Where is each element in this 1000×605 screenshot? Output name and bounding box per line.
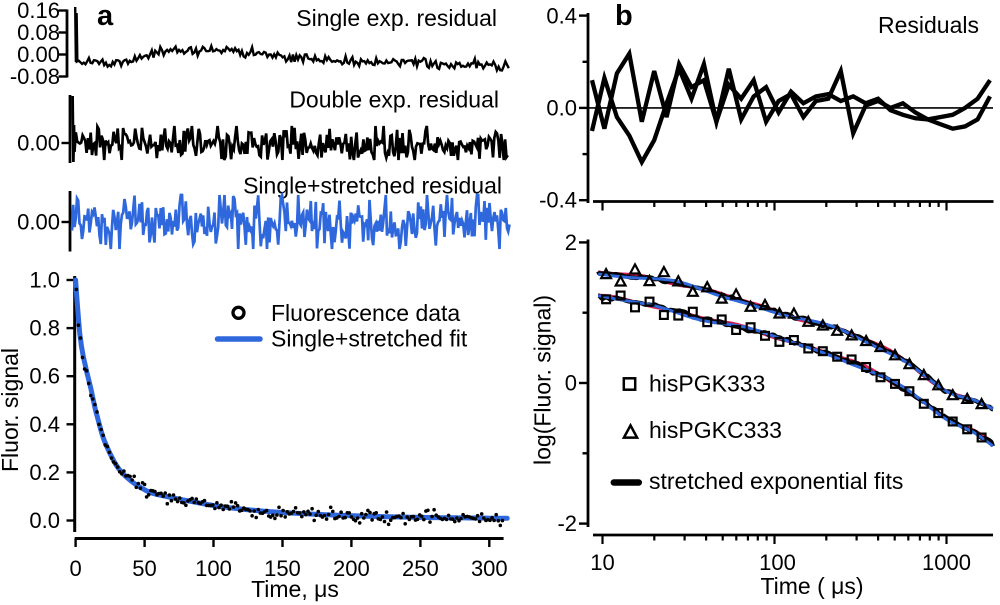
svg-text:0.00: 0.00: [17, 42, 60, 67]
svg-text:1000: 1000: [922, 550, 971, 575]
svg-text:200: 200: [333, 556, 370, 581]
svg-text:Residuals: Residuals: [878, 12, 979, 38]
svg-text:0.0: 0.0: [29, 508, 60, 533]
svg-text:hisPGK333: hisPGK333: [649, 371, 765, 397]
svg-text:hisPGKC333: hisPGKC333: [649, 417, 782, 443]
svg-text:250: 250: [402, 556, 439, 581]
svg-text:0.2: 0.2: [29, 460, 60, 485]
svg-text:100: 100: [195, 556, 232, 581]
svg-text:0.4: 0.4: [29, 412, 60, 437]
svg-text:a: a: [97, 0, 114, 32]
svg-text:1.0: 1.0: [29, 268, 60, 293]
svg-text:log(Fluor. signal): log(Fluor. signal): [530, 295, 556, 465]
svg-text:stretched exponential fits: stretched exponential fits: [649, 468, 903, 494]
svg-text:Single+stretched residual: Single+stretched residual: [243, 173, 502, 199]
svg-text:10: 10: [590, 550, 614, 575]
svg-text:0: 0: [565, 371, 577, 396]
svg-text:2: 2: [565, 230, 577, 255]
svg-text:-2: -2: [557, 511, 577, 536]
svg-text:Fluorescence data: Fluorescence data: [271, 300, 460, 326]
svg-text:Fluor. signal: Fluor. signal: [0, 348, 23, 472]
svg-text:0: 0: [69, 556, 81, 581]
svg-text:0.00: 0.00: [17, 131, 60, 156]
svg-text:150: 150: [264, 556, 301, 581]
svg-text:0.08: 0.08: [17, 20, 60, 45]
svg-text:Time ( μs): Time ( μs): [760, 573, 863, 599]
svg-text:-0.4: -0.4: [539, 188, 577, 213]
svg-text:0.16: 0.16: [17, 0, 60, 23]
svg-text:Single exp. residual: Single exp. residual: [296, 5, 497, 31]
svg-text:Double exp. residual: Double exp. residual: [289, 87, 499, 113]
svg-text:50: 50: [132, 556, 156, 581]
svg-text:0.0: 0.0: [546, 95, 577, 120]
svg-text:Single+stretched fit: Single+stretched fit: [271, 326, 468, 352]
svg-text:0.6: 0.6: [29, 364, 60, 389]
svg-text:0.00: 0.00: [17, 210, 60, 235]
svg-text:Time, μs: Time, μs: [251, 576, 339, 602]
svg-text:100: 100: [759, 550, 796, 575]
svg-text:0.4: 0.4: [546, 4, 577, 29]
svg-text:0.8: 0.8: [29, 316, 60, 341]
svg-text:300: 300: [471, 556, 508, 581]
svg-text:b: b: [615, 0, 633, 32]
svg-text:-0.08: -0.08: [10, 64, 60, 89]
